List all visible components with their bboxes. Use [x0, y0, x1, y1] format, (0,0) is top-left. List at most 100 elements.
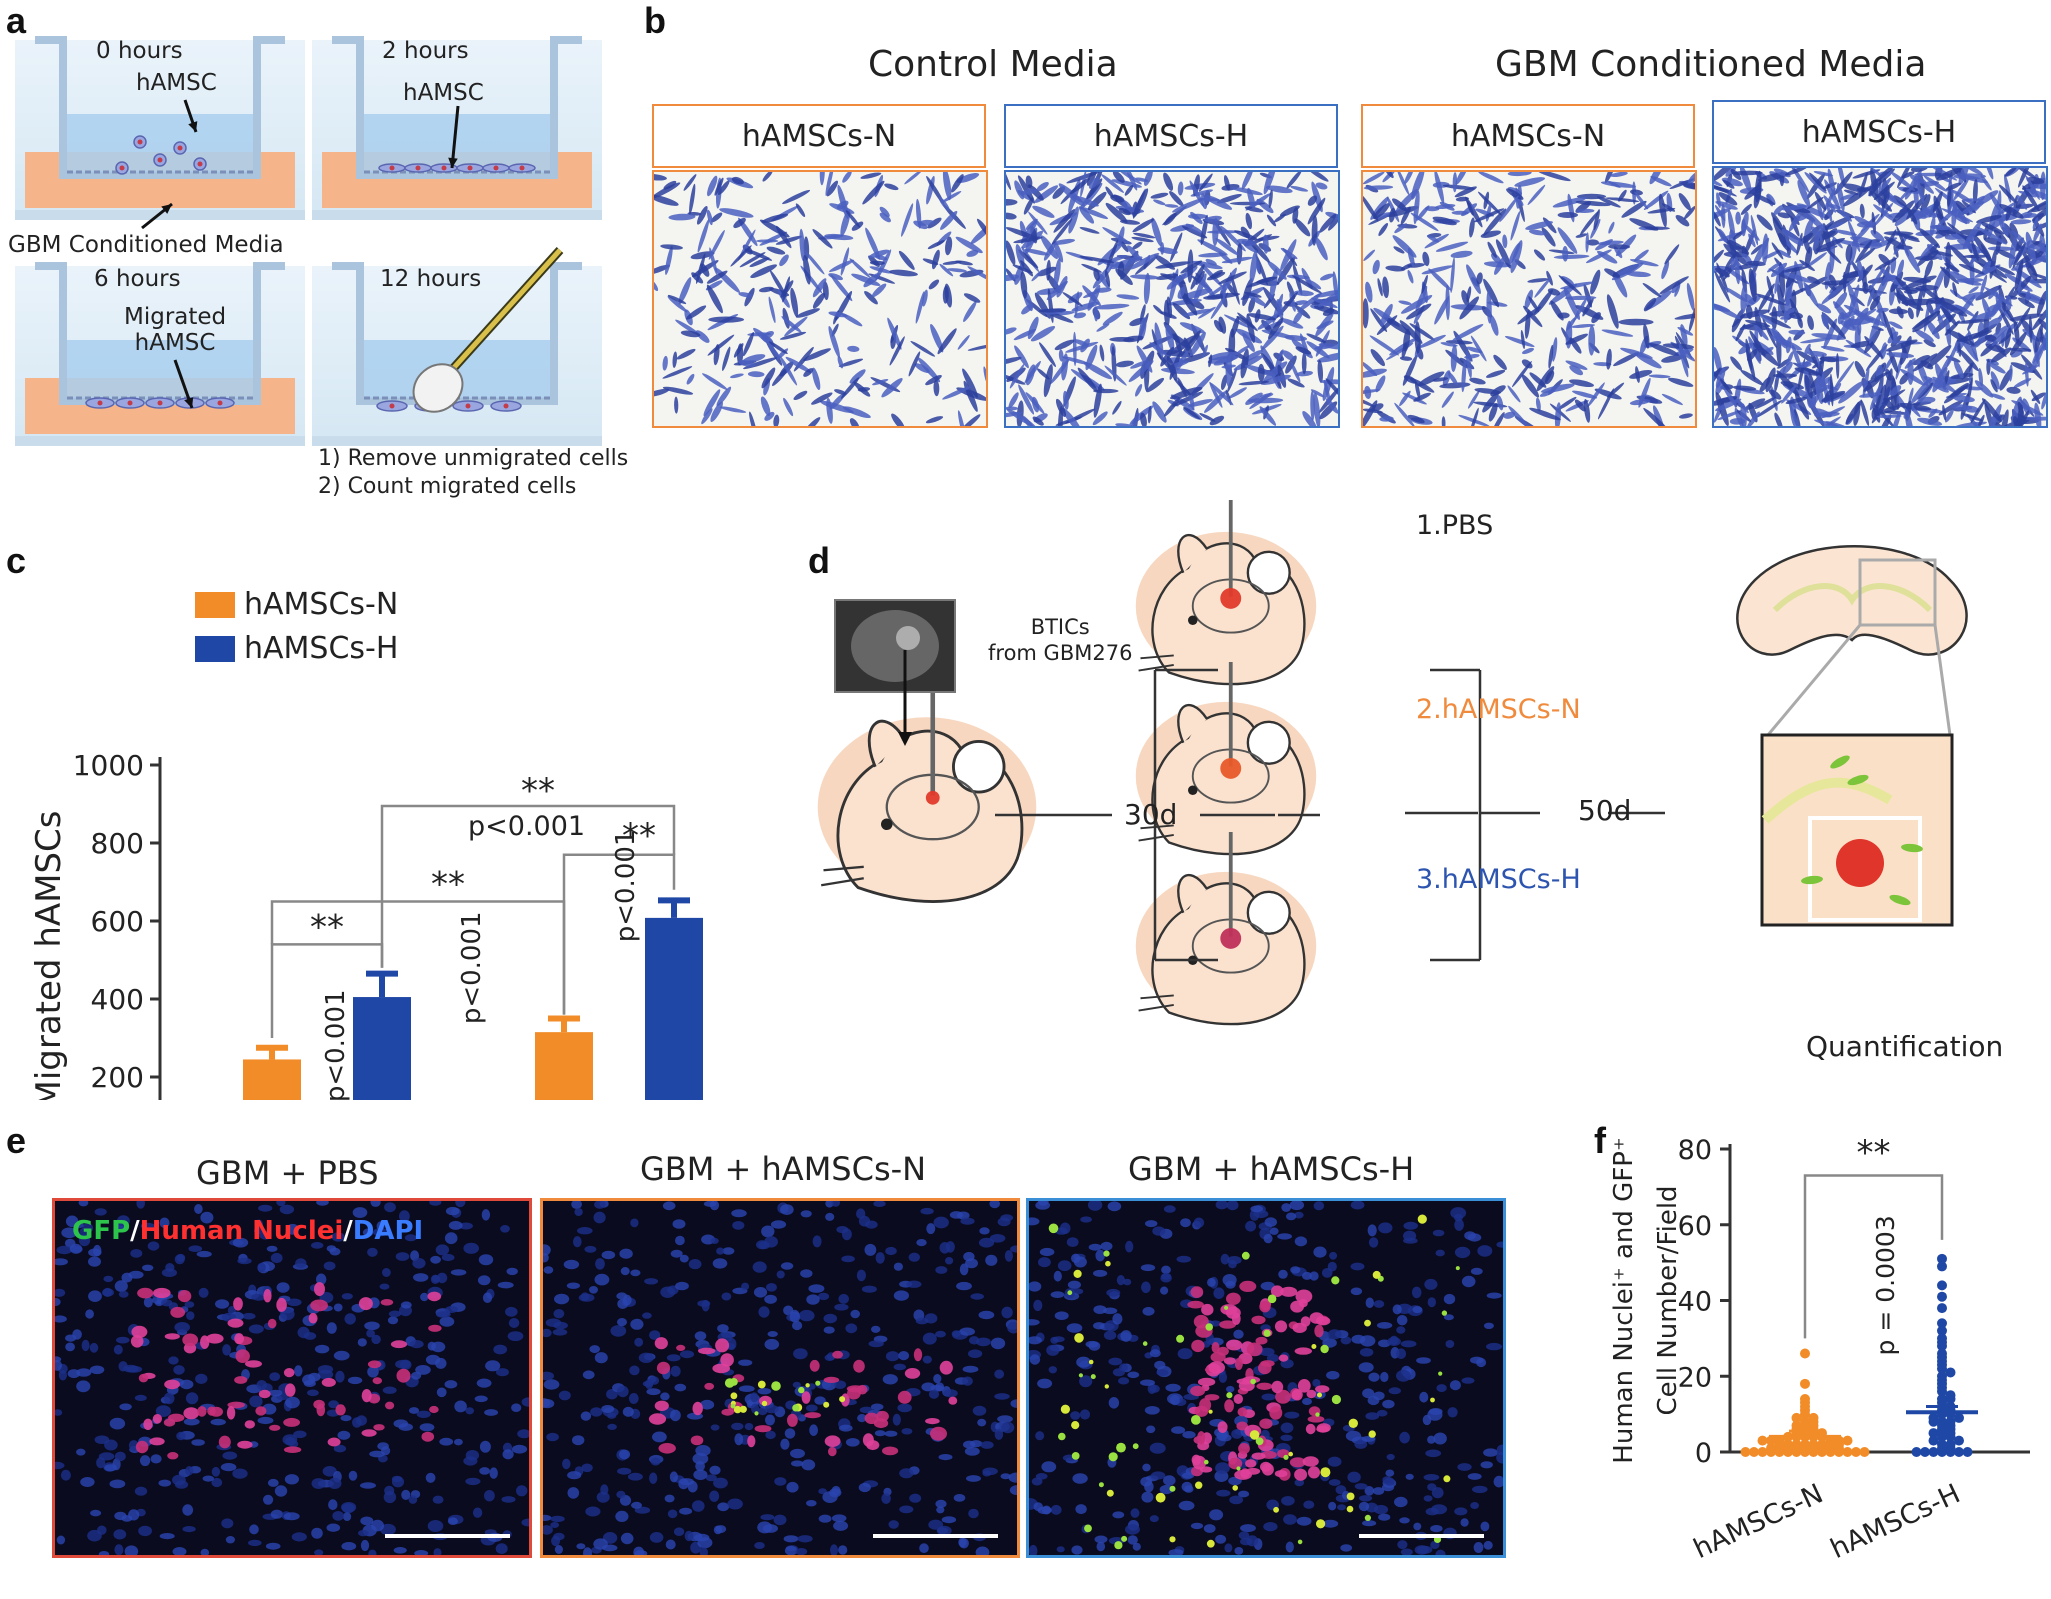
gfp-signal — [1191, 1415, 1201, 1425]
dapi-nucleus — [985, 1254, 998, 1266]
time-30d: 30d — [1124, 798, 1178, 831]
dapi-nucleus — [957, 1211, 970, 1220]
human-nucleus — [321, 1377, 336, 1387]
dapi-nucleus — [1149, 1384, 1160, 1393]
cell-stain — [1406, 303, 1432, 320]
cell-stain — [1394, 402, 1416, 426]
cell-stain — [1981, 261, 1991, 276]
dapi-nucleus — [920, 1207, 934, 1215]
cell-stain — [718, 180, 730, 196]
dapi-nucleus — [367, 1247, 378, 1257]
cell-stain — [864, 291, 878, 305]
dapi-nucleus — [744, 1423, 754, 1431]
cell-stain — [1414, 380, 1421, 400]
data-point — [1945, 1367, 1956, 1378]
gfp-signal — [798, 1386, 805, 1394]
dapi-nucleus — [672, 1219, 686, 1229]
cell-stain — [1118, 207, 1131, 216]
cell-stain — [2022, 185, 2040, 212]
dapi-nucleus — [65, 1342, 75, 1352]
cell-stain — [1432, 377, 1449, 382]
dapi-nucleus — [1075, 1504, 1087, 1515]
gfp-signal — [1155, 1492, 1166, 1503]
cell-stain — [925, 375, 942, 386]
data-point — [1928, 1428, 1939, 1439]
dapi-nucleus — [825, 1212, 835, 1221]
cell-stain — [1817, 375, 1826, 387]
cell-stain — [1006, 240, 1016, 265]
cell-stain — [1287, 378, 1305, 388]
dapi-nucleus — [882, 1374, 898, 1385]
human-nucleus — [864, 1412, 879, 1424]
cell-stain — [2004, 327, 2012, 349]
human-nucleus — [1307, 1466, 1321, 1479]
cell-stain — [1115, 423, 1135, 426]
human-nucleus — [690, 1435, 704, 1446]
cell-stain — [1189, 331, 1206, 357]
cell-stain — [1937, 313, 1944, 329]
cell-stain — [1746, 411, 1760, 426]
cell-stain — [1785, 336, 1792, 354]
cell-stain — [1819, 356, 1838, 363]
cell-stain — [1207, 355, 1239, 364]
human-nucleus — [925, 1418, 940, 1425]
cell-stain — [1927, 345, 1952, 368]
panel-label-e: e — [6, 1120, 27, 1161]
cell-stain — [1486, 290, 1492, 324]
data-point — [1800, 1378, 1810, 1389]
y-tick-label: 400 — [91, 983, 144, 1016]
cell-stain — [1766, 275, 1774, 299]
cell-nucleus — [415, 165, 421, 171]
dapi-nucleus — [109, 1417, 126, 1430]
human-nucleus — [244, 1420, 255, 1429]
data-point — [1954, 1435, 1964, 1446]
cell-stain — [1006, 274, 1020, 282]
dapi-nucleus — [1245, 1220, 1257, 1232]
dapi-nucleus — [254, 1227, 262, 1235]
dapi-nucleus — [1038, 1257, 1051, 1268]
dapi-nucleus — [762, 1524, 778, 1533]
cell-stain — [1419, 334, 1446, 348]
cell-stain — [1731, 309, 1744, 333]
human-nucleus — [1201, 1303, 1214, 1316]
cell-stain — [722, 346, 731, 371]
cell-stain — [811, 392, 833, 405]
cell-stain — [1985, 343, 2006, 353]
cell-stain — [1483, 278, 1500, 308]
dapi-nucleus — [965, 1258, 978, 1269]
dapi-nucleus — [675, 1281, 689, 1291]
dapi-nucleus — [404, 1234, 417, 1242]
cell-stain — [689, 183, 696, 215]
cell-stain — [1424, 206, 1440, 212]
dapi-nucleus — [814, 1396, 826, 1405]
dapi-nucleus — [1009, 1485, 1017, 1496]
human-nucleus — [1259, 1418, 1273, 1429]
human-nucleus — [1226, 1292, 1241, 1305]
cell-stain — [1797, 180, 1811, 207]
cell-stain — [1112, 400, 1122, 415]
cell-stain — [842, 172, 852, 183]
cell-stain — [1466, 264, 1481, 295]
cell-stain — [1104, 269, 1111, 288]
dapi-nucleus — [1389, 1335, 1399, 1345]
dapi-nucleus — [1284, 1411, 1300, 1419]
human-nucleus — [283, 1417, 300, 1427]
cell-stain — [1259, 406, 1277, 426]
cell-stain — [1740, 403, 1747, 426]
human-nucleus — [1190, 1385, 1206, 1397]
cell-stain — [1621, 200, 1647, 218]
dapi-nucleus — [709, 1490, 720, 1502]
cell-stain — [1940, 305, 1958, 326]
dapi-nucleus — [806, 1500, 817, 1507]
dapi-nucleus — [678, 1478, 689, 1490]
cell-stain — [1918, 228, 1941, 248]
dapi-nucleus — [1246, 1535, 1258, 1547]
dapi-nucleus — [838, 1545, 848, 1555]
mouse-hamscs-n — [1135, 661, 1317, 856]
dapi-nucleus — [1486, 1342, 1502, 1351]
dapi-nucleus — [1067, 1280, 1081, 1289]
cell-stain — [1828, 221, 1844, 230]
sig-stars-4: ** — [521, 771, 555, 811]
dapi-nucleus — [1207, 1277, 1216, 1287]
dapi-nucleus — [368, 1549, 377, 1555]
